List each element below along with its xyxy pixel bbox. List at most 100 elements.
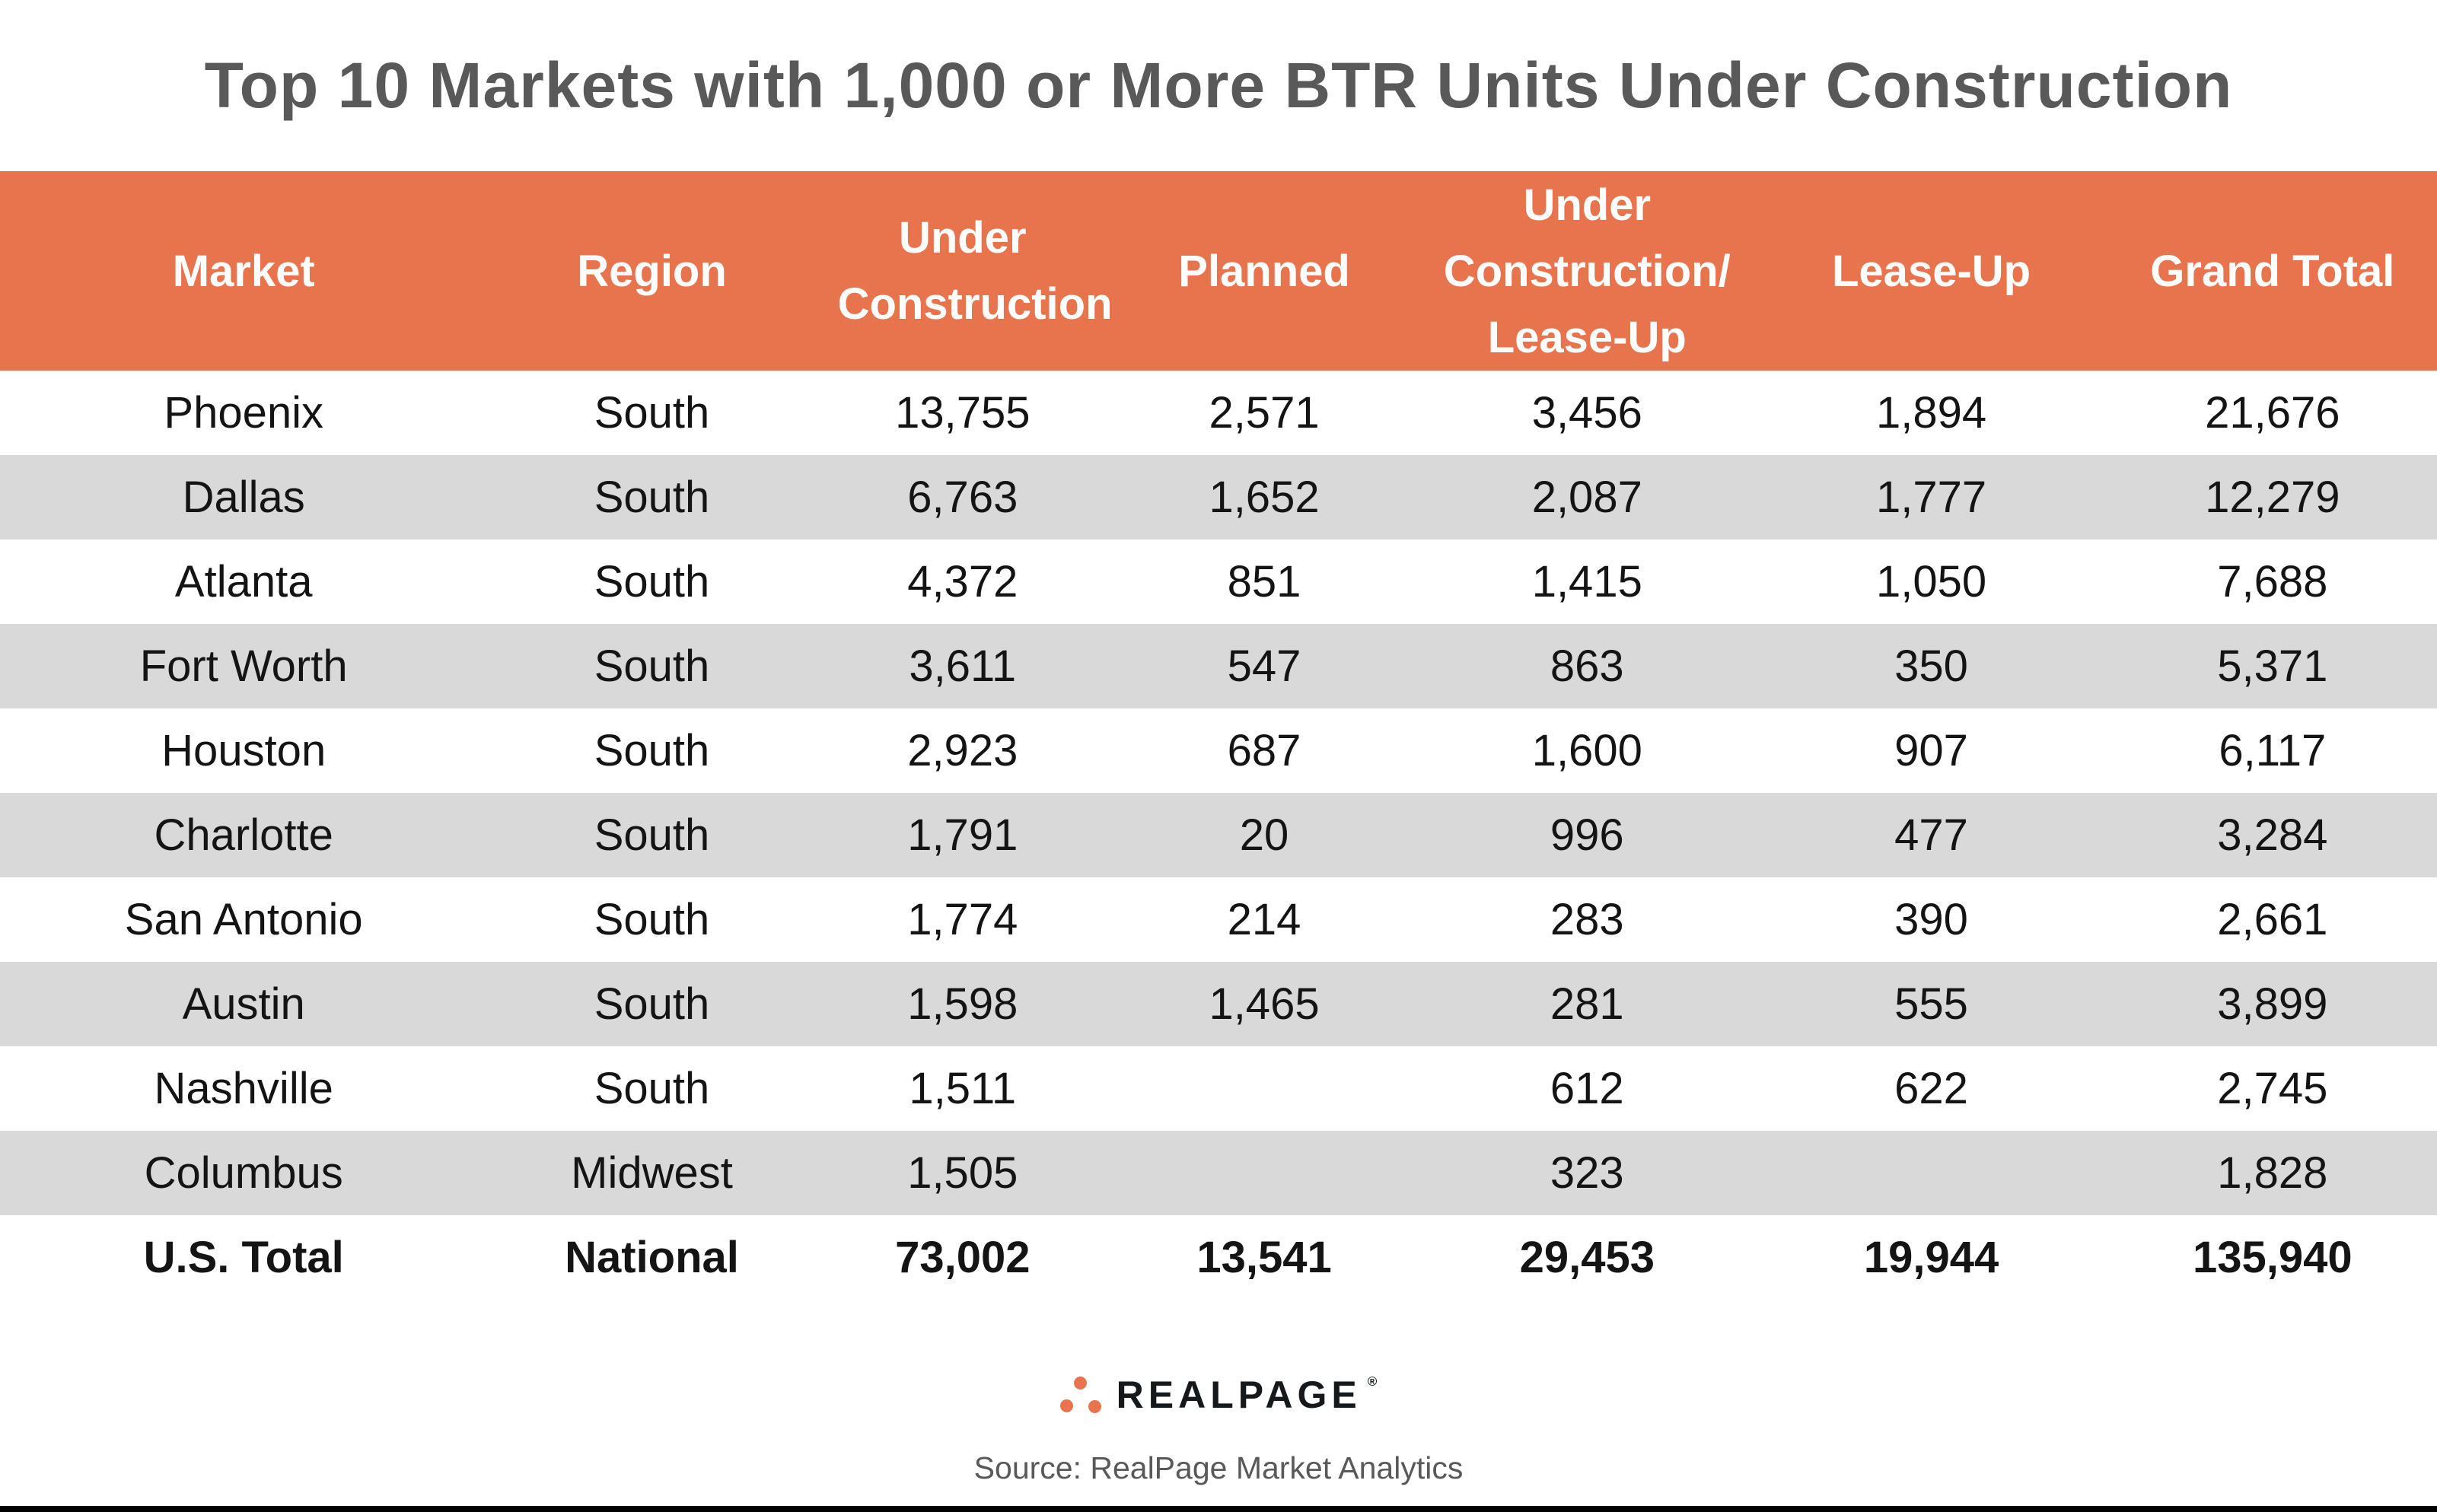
table-row-us-total: U.S. Total National 73,002 13,541 29,453… xyxy=(0,1215,2437,1300)
column-header-lease-up: Lease-Up xyxy=(1754,171,2108,371)
cell-under-construction: 1,598 xyxy=(816,962,1109,1046)
cell-region: South xyxy=(594,387,710,438)
cell-grand-total: 3,284 xyxy=(2107,793,2437,877)
cell-planned xyxy=(1108,1131,1420,1215)
table-row-san-antonio: San Antonio South 1,774 214 283 390 2,66… xyxy=(0,877,2437,962)
logo-dot-bottom-right xyxy=(1088,1400,1101,1413)
cell-uc-lease-up: 863 xyxy=(1419,624,1755,708)
column-header-grand-total: Grand Total xyxy=(2107,171,2437,371)
cell-market: Charlotte xyxy=(0,793,488,877)
cell-planned: 13,541 xyxy=(1108,1215,1420,1300)
cell-uc-lease-up: 1,415 xyxy=(1531,556,1642,606)
table-row-nashville: Nashville South 1,511 612 622 2,745 xyxy=(0,1046,2437,1131)
cell-grand-total: 2,745 xyxy=(2217,1063,2328,1113)
cell-under-construction: 73,002 xyxy=(816,1215,1109,1300)
cell-region: National xyxy=(487,1215,817,1300)
cell-grand-total: 7,688 xyxy=(2217,556,2328,606)
cell-market: Fort Worth xyxy=(0,624,488,708)
cell-planned xyxy=(1109,1046,1419,1131)
cell-under-construction: 1,505 xyxy=(816,1131,1109,1215)
cell-lease-up: 477 xyxy=(1754,793,2108,877)
column-header-planned: Planned xyxy=(1108,171,1420,371)
cell-planned: 20 xyxy=(1108,793,1420,877)
cell-grand-total: 3,899 xyxy=(2107,962,2437,1046)
cell-grand-total: 12,279 xyxy=(2107,455,2437,540)
cell-market: Houston xyxy=(161,725,327,775)
table-row-columbus: Columbus Midwest 1,505 323 1,828 xyxy=(0,1131,2437,1215)
cell-market: Nashville xyxy=(154,1063,333,1113)
table-row-austin: Austin South 1,598 1,465 281 555 3,899 xyxy=(0,962,2437,1046)
table-row-charlotte: Charlotte South 1,791 20 996 477 3,284 xyxy=(0,793,2437,877)
cell-market: San Antonio xyxy=(124,894,363,944)
logo-dot-top xyxy=(1073,1377,1087,1389)
cell-market: Dallas xyxy=(0,455,488,540)
cell-market: Phoenix xyxy=(164,387,323,438)
column-header-under-construction: Under Construction xyxy=(816,171,1113,371)
cell-lease-up: 19,944 xyxy=(1754,1215,2108,1300)
cell-region: South xyxy=(594,894,710,944)
cell-under-construction: 1,511 xyxy=(909,1063,1017,1113)
cell-lease-up: 907 xyxy=(1894,725,1968,775)
btr-units-table: Market Region Under Construction Planned… xyxy=(0,171,2437,1300)
cell-lease-up: 350 xyxy=(1754,624,2108,708)
cell-market: Atlanta xyxy=(174,556,313,606)
cell-market: Columbus xyxy=(0,1131,488,1215)
cell-grand-total: 2,661 xyxy=(2217,894,2328,944)
cell-region: South xyxy=(594,725,710,775)
logo-dot-bottom-left xyxy=(1059,1399,1073,1412)
cell-planned: 2,571 xyxy=(1209,387,1320,438)
cell-region: South xyxy=(487,793,817,877)
cell-uc-lease-up: 612 xyxy=(1550,1063,1624,1113)
cell-under-construction: 1,791 xyxy=(816,793,1109,877)
table-row-phoenix: Phoenix South 13,755 2,571 3,456 1,894 2… xyxy=(0,371,2437,455)
cell-planned: 1,465 xyxy=(1108,962,1420,1046)
cell-grand-total: 21,676 xyxy=(2205,387,2340,438)
registered-trademark-mark: ® xyxy=(1367,1374,1378,1389)
column-header-under-construction-lease-up: Under Construction/ Lease-Up xyxy=(1419,171,1755,371)
cell-uc-lease-up: 281 xyxy=(1419,962,1755,1046)
cell-grand-total: 5,371 xyxy=(2107,624,2437,708)
cell-lease-up: 1,050 xyxy=(1875,556,1987,606)
cell-lease-up xyxy=(1754,1131,2108,1215)
cell-uc-lease-up: 996 xyxy=(1419,793,1755,877)
cell-under-construction: 6,763 xyxy=(816,455,1109,540)
cell-region: Midwest xyxy=(487,1131,817,1215)
cell-region: South xyxy=(487,455,817,540)
cell-lease-up: 1,894 xyxy=(1875,387,1987,438)
cell-planned: 1,652 xyxy=(1108,455,1420,540)
cell-under-construction: 2,923 xyxy=(907,725,1018,775)
cell-market: Austin xyxy=(0,962,488,1046)
table-row-atlanta: Atlanta South 4,372 851 1,415 1,050 7,68… xyxy=(0,540,2437,624)
cell-uc-lease-up: 3,456 xyxy=(1531,387,1642,438)
cell-market: U.S. Total xyxy=(0,1215,488,1300)
cell-planned: 547 xyxy=(1108,624,1420,708)
table-header-row: Market Region Under Construction Planned… xyxy=(0,171,2437,371)
cell-uc-lease-up: 1,600 xyxy=(1531,725,1642,775)
cell-planned: 851 xyxy=(1227,556,1301,606)
cell-grand-total: 1,828 xyxy=(2107,1131,2437,1215)
cell-grand-total: 6,117 xyxy=(2219,725,2327,775)
cell-region: South xyxy=(594,1063,710,1113)
cell-region: South xyxy=(487,624,817,708)
cell-under-construction: 3,611 xyxy=(816,624,1109,708)
cell-region: South xyxy=(594,556,710,606)
cell-under-construction: 1,774 xyxy=(907,894,1018,944)
cell-lease-up: 390 xyxy=(1894,894,1968,944)
cell-planned: 687 xyxy=(1227,725,1301,775)
cell-under-construction: 13,755 xyxy=(895,387,1031,438)
cell-planned: 214 xyxy=(1227,894,1301,944)
column-header-region: Region xyxy=(487,171,817,371)
realpage-logo: REALPAGE ® xyxy=(1059,1374,1378,1414)
column-header-market: Market xyxy=(0,171,488,371)
cell-lease-up: 1,777 xyxy=(1754,455,2108,540)
cell-uc-lease-up: 323 xyxy=(1419,1131,1755,1215)
source-text: Source: RealPage Market Analytics xyxy=(973,1450,1464,1485)
cell-uc-lease-up: 283 xyxy=(1550,894,1624,944)
cell-lease-up: 555 xyxy=(1754,962,2108,1046)
cell-under-construction: 4,372 xyxy=(907,556,1018,606)
footer: REALPAGE ® Source: RealPage Market Analy… xyxy=(0,1300,2437,1486)
cell-grand-total: 135,940 xyxy=(2107,1215,2437,1300)
cell-region: South xyxy=(487,962,817,1046)
table-row-fort-worth: Fort Worth South 3,611 547 863 350 5,371 xyxy=(0,624,2437,708)
